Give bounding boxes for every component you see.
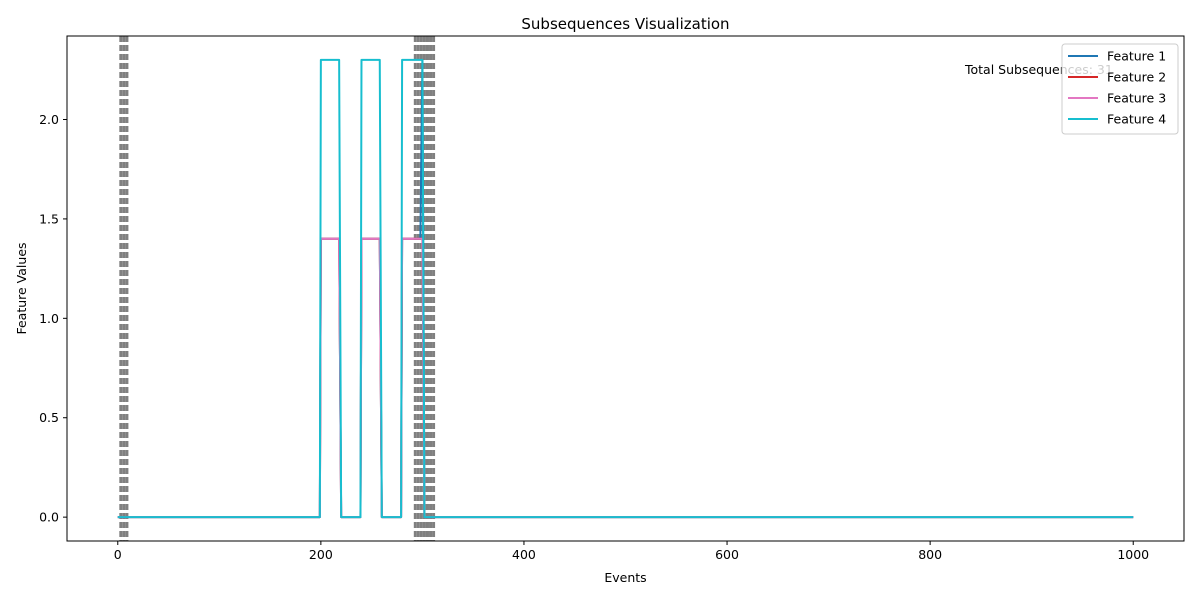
x-tick-label: 800 — [918, 547, 942, 562]
x-tick-label: 200 — [309, 547, 333, 562]
x-tick-label: 400 — [512, 547, 536, 562]
legend-label: Feature 3 — [1107, 91, 1166, 106]
legend-label: Feature 1 — [1107, 49, 1166, 64]
y-tick-label: 2.0 — [39, 112, 59, 127]
x-axis-label: Events — [604, 570, 646, 585]
subsequence-boundaries — [119, 36, 436, 541]
series-lines — [117, 58, 1134, 519]
series-line-feature-4 — [117, 58, 1134, 519]
series-line-feature-1 — [117, 58, 1134, 519]
y-axis-label: Feature Values — [14, 242, 29, 334]
x-tick-label: 600 — [715, 547, 739, 562]
x-axis-ticks: 0 200 400 600 800 1000 — [114, 541, 1149, 562]
x-tick-label: 1000 — [1117, 547, 1149, 562]
legend-box — [1061, 43, 1179, 135]
y-tick-label: 0.0 — [39, 510, 59, 525]
y-axis-ticks: 0.0 0.5 1.0 1.5 2.0 — [39, 112, 67, 525]
series-line-feature-3 — [117, 237, 1134, 519]
y-tick-label: 1.0 — [39, 311, 59, 326]
chart-title: Subsequences Visualization — [521, 15, 729, 33]
x-tick-label: 0 — [114, 547, 122, 562]
legend-label: Feature 4 — [1107, 112, 1166, 127]
legend-label: Feature 2 — [1107, 70, 1166, 85]
series-line-feature-2 — [117, 237, 1134, 519]
plot-frame — [66, 35, 1185, 542]
y-tick-label: 0.5 — [39, 410, 59, 425]
legend: Feature 1 Feature 2 Feature 3 Feature 4 — [1061, 43, 1179, 135]
y-tick-label: 1.5 — [39, 211, 59, 226]
